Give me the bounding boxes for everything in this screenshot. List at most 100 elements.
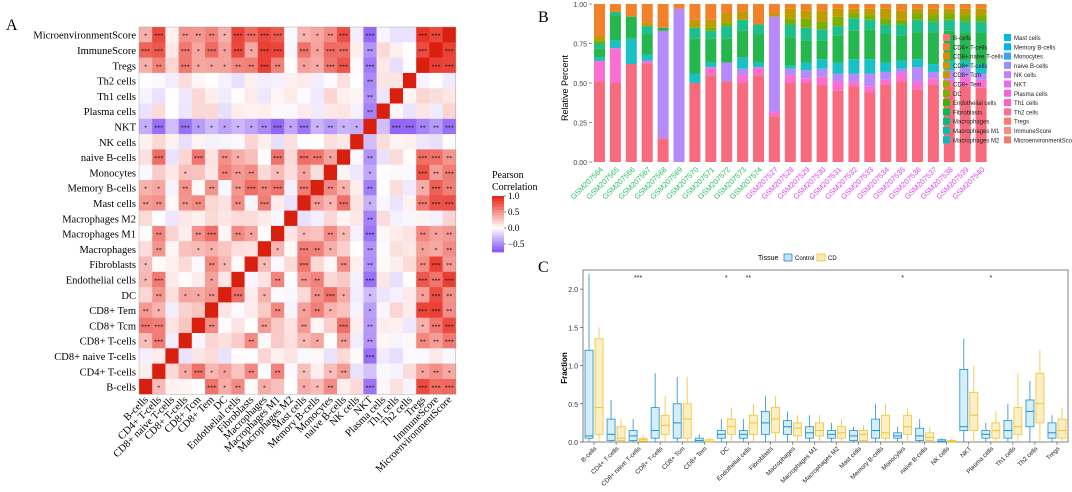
heatmap-cell — [257, 195, 272, 211]
significance-mark: *** — [418, 49, 427, 55]
stack-segment — [832, 4, 844, 9]
significance-mark: ** — [367, 340, 373, 346]
legend-gradient-step — [492, 224, 504, 228]
significance-mark: *** — [207, 233, 216, 239]
heatmap-cell — [218, 88, 232, 104]
heatmap-cell — [429, 225, 443, 242]
heatmap-cell — [403, 134, 417, 150]
significance-mark: *** — [418, 202, 427, 208]
legend-swatch — [943, 52, 950, 60]
significance-mark: * — [157, 386, 160, 392]
heatmap-cell — [284, 348, 298, 364]
heatmap-cell — [139, 287, 153, 303]
stack-segment — [768, 13, 780, 17]
heatmap-cell — [323, 210, 338, 227]
heatmap-cell — [363, 333, 377, 349]
stack-segment — [927, 84, 939, 162]
heatmap-cell — [271, 302, 285, 318]
heatmap-cell — [297, 287, 311, 303]
heatmap-cell — [297, 57, 311, 74]
heatmap-cell — [257, 103, 272, 120]
heatmap-cell — [231, 57, 245, 74]
stack-segment — [768, 16, 780, 112]
heatmap-cell — [231, 333, 245, 349]
stack-segment — [784, 83, 796, 162]
stack-segment — [959, 32, 971, 61]
significance-mark: ** — [235, 171, 241, 177]
heatmap-cell — [297, 118, 311, 135]
heatmap-cell — [152, 118, 166, 135]
legend-label: CD8+ Tem — [953, 83, 981, 89]
stack-segment — [594, 57, 605, 61]
heatmap-cell — [231, 42, 245, 58]
heatmap-cell — [178, 348, 193, 364]
stack-segment — [753, 4, 764, 25]
heatmap-cell — [218, 118, 232, 135]
legend-swatch — [943, 80, 950, 88]
significance-mark: * — [303, 64, 306, 70]
stack-segment — [912, 81, 923, 90]
panel-c-boxplot: Fraction Tissue Control CD 2.0 1.5 1.0 0.5 0… — [560, 253, 1069, 488]
significance-mark: ** — [433, 171, 439, 177]
heatmap-cell — [442, 118, 457, 135]
heatmap-cell — [191, 164, 206, 181]
heatmap-cell — [323, 88, 338, 104]
heatmap-cell — [389, 118, 404, 135]
legend-tissue-title: Tissue — [758, 255, 778, 262]
heatmap-cell — [350, 317, 364, 334]
heatmap-cell — [165, 180, 179, 196]
stack-segment — [927, 64, 939, 72]
heatmap-cell — [218, 378, 232, 395]
stack-segment — [737, 83, 749, 162]
heatmap-cell — [165, 164, 179, 181]
significance-mark: * — [329, 309, 332, 315]
heatmap-cell — [257, 72, 272, 89]
heatmap-cell — [139, 225, 153, 242]
heatmap-cell — [297, 103, 311, 120]
significance-mark: *** — [154, 278, 163, 284]
heatmap-cell — [271, 164, 285, 181]
heatmap-cell — [310, 57, 325, 74]
heatmap-cell — [139, 27, 153, 43]
stack-segment — [896, 19, 908, 25]
stack-segment — [753, 24, 764, 35]
heatmap-cell — [403, 363, 417, 380]
heatmap-cell — [403, 149, 417, 165]
heatmap-cell — [350, 256, 364, 273]
heatmap-cell — [218, 72, 232, 89]
stack-segment — [784, 18, 796, 25]
heatmap-cell — [442, 57, 457, 74]
significance-mark: *** — [445, 171, 454, 177]
heatmap-cell — [310, 180, 325, 196]
stack-segment — [959, 8, 971, 16]
stack-segment — [705, 62, 717, 68]
significance-mark: * — [144, 125, 147, 131]
heatmap-cell — [244, 333, 259, 349]
stack-segment — [943, 19, 955, 31]
heatmap-cell — [244, 348, 259, 364]
box-body — [783, 420, 792, 435]
heatmap-cell — [257, 134, 272, 150]
heatmap-cell — [403, 57, 417, 74]
legend-swatch — [1004, 34, 1011, 41]
heatmap-cell — [337, 378, 351, 395]
heatmap-cell — [244, 88, 259, 104]
heatmap-cell — [363, 271, 377, 288]
heatmap-cell — [350, 378, 364, 395]
significance-mark: * — [250, 49, 253, 55]
heatmap-cell — [257, 27, 272, 43]
box-body — [915, 427, 925, 441]
heatmap-cell — [218, 195, 232, 211]
heatmap-cell — [191, 149, 206, 165]
heatmap-cell — [363, 225, 377, 242]
significance-mark: *** — [260, 49, 269, 55]
significance-mark: ** — [209, 294, 215, 300]
stack-segment — [721, 62, 733, 82]
stack-segment — [737, 68, 749, 76]
heatmap-cell — [231, 363, 245, 380]
stack-segment — [896, 4, 908, 11]
heatmap-cell — [403, 164, 417, 181]
stack-segment — [896, 35, 908, 61]
heatmap-row-label: ImmuneScore — [77, 46, 136, 57]
heatmap-cell — [244, 256, 259, 273]
